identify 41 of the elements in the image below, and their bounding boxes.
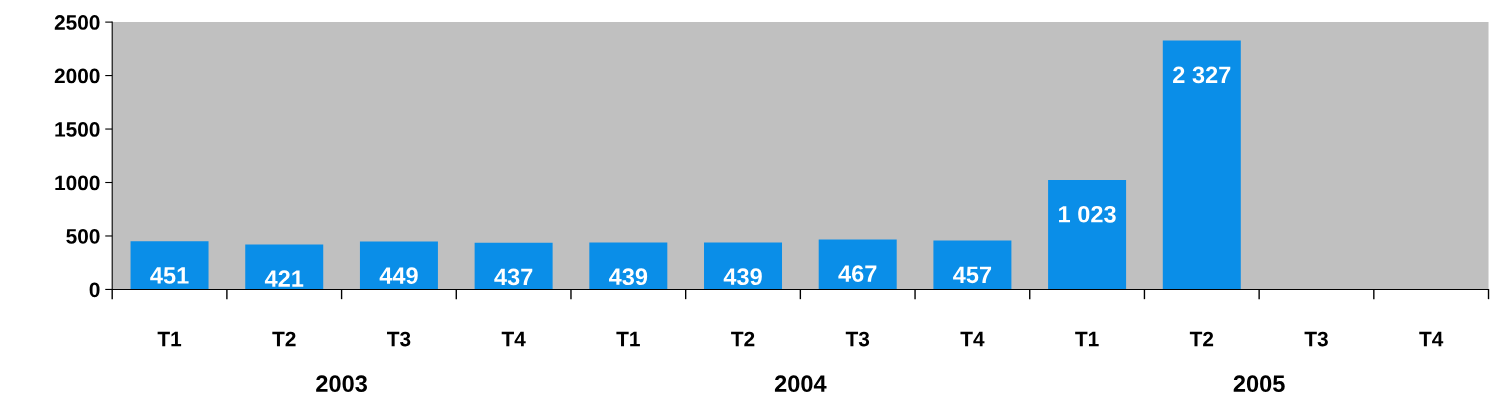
bar [818, 239, 897, 290]
bar [245, 244, 324, 290]
data-label: 421 [264, 270, 304, 287]
data-label: 2 327 [1173, 66, 1231, 84]
y-tick-label: 2500 [54, 15, 100, 30]
data-label: 449 [379, 267, 418, 284]
x-tick-label: T2 [731, 331, 755, 347]
bar [704, 242, 783, 290]
y-tick-label: 1500 [55, 122, 100, 137]
x-tick-label: T1 [616, 331, 640, 347]
x-tick-label: T4 [1419, 331, 1444, 347]
data-label: 457 [953, 266, 992, 284]
x-tick-label: T3 [845, 331, 870, 347]
x-tick-label: T4 [960, 331, 985, 347]
x-tick-label: T1 [1075, 331, 1099, 347]
data-label: 437 [494, 268, 533, 286]
text: 2003 [316, 375, 367, 393]
data-label: 451 [150, 267, 189, 284]
text: 2004 [774, 375, 827, 393]
data-label: 467 [838, 265, 877, 283]
x-tick-label: T2 [272, 331, 296, 347]
y-tick-label: 500 [66, 228, 100, 244]
x-tick-label: T1 [157, 331, 182, 347]
data-label: 439 [608, 268, 648, 286]
data-label: 439 [723, 268, 762, 286]
x-tick-label: T2 [1189, 331, 1214, 347]
bar [933, 240, 1012, 290]
bar [589, 242, 668, 290]
data-label: 1 023 [1059, 205, 1116, 223]
text: 2005 [1233, 375, 1285, 393]
bar [474, 242, 553, 290]
bar [1162, 40, 1241, 290]
y-tick-label: 0 [89, 282, 100, 298]
bar [359, 241, 438, 290]
bar [1048, 180, 1127, 290]
bar [130, 241, 209, 290]
x-tick-label: T3 [387, 331, 411, 347]
y-tick-label: 2000 [54, 68, 100, 84]
x-tick-label: T3 [1304, 331, 1328, 347]
x-tick-label: T4 [501, 331, 526, 347]
y-tick-label: 1000 [55, 175, 100, 191]
